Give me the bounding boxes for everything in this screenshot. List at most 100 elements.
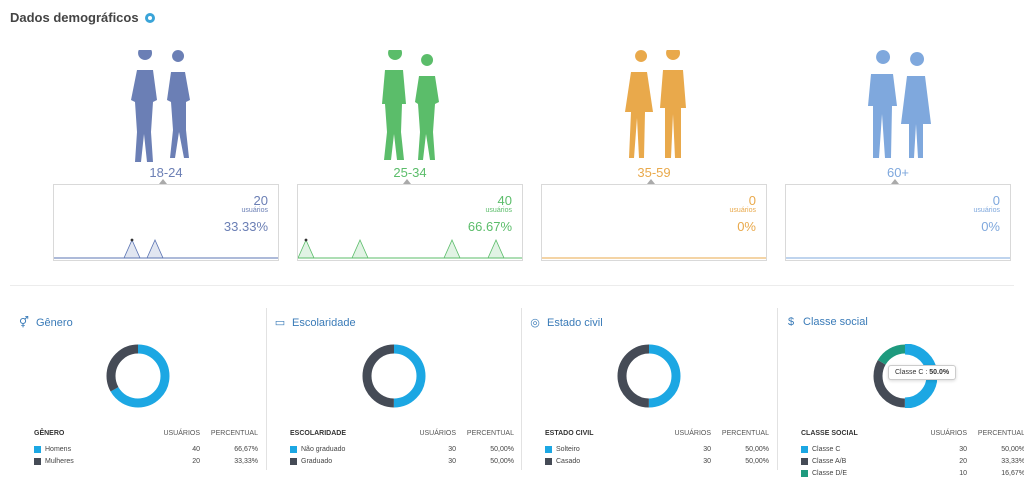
gender-icon: ⚥: [19, 317, 29, 329]
panel-rings: ◎ Estado civil ESTADO CIVIL USUÁRIOS PER…: [521, 308, 777, 483]
header-users: USUÁRIOS: [930, 430, 967, 437]
user-percent: 33.33%: [223, 219, 268, 234]
tooltip-label: Classe C :: [895, 369, 928, 376]
legend-row: Classe C 30 50,00%: [801, 443, 1024, 455]
legend-percent: 50,00%: [745, 457, 769, 465]
sparkline-point: [304, 238, 308, 242]
donut-slice: [873, 344, 937, 408]
age-stats-card: 0 usuários 0%: [785, 184, 1011, 261]
caret-icon: [647, 179, 655, 184]
donut-chart[interactable]: [362, 344, 426, 408]
legend-users: 30: [703, 457, 711, 465]
page-title: Dados demográficos: [10, 10, 155, 25]
legend-label: Mulheres: [45, 457, 74, 465]
legend-percent: 16,67%: [1001, 469, 1024, 477]
legend-header: CLASSE SOCIAL USUÁRIOS PERCENTUAL: [801, 430, 1024, 437]
legend-users: 30: [959, 445, 967, 453]
legend-percent: 50,00%: [1001, 445, 1024, 453]
legend-users: 20: [959, 457, 967, 465]
legend-percent: 50,00%: [490, 457, 514, 465]
panel-title-text: Classe social: [803, 316, 868, 328]
tooltip-value: 50.0%: [929, 369, 950, 376]
user-unit: usuários: [485, 207, 512, 214]
legend-users: 30: [448, 457, 456, 465]
age-range-label: 25-34: [393, 165, 427, 180]
user-count: 0: [748, 193, 756, 208]
header-category: ESTADO CIVIL: [545, 430, 594, 437]
panel-separator: [521, 308, 522, 470]
sparkline-chart: [786, 257, 1010, 259]
sparkline-peak: [123, 239, 141, 259]
sparkline-peak: [443, 239, 461, 259]
header-users: USUÁRIOS: [674, 430, 711, 437]
legend-row: Classe D/E 10 16,67%: [801, 467, 1024, 479]
age-range-label: 18-24: [149, 165, 183, 180]
legend-swatch: [801, 445, 808, 453]
panel-title: ◎ Estado civil: [529, 316, 603, 330]
legend-table: CLASSE SOCIAL USUÁRIOS PERCENTUAL Classe…: [801, 430, 1024, 479]
legend-row: Classe A/B 20 33,33%: [801, 455, 1024, 467]
legend-row: Solteiro 30 50,00%: [545, 443, 769, 455]
legend-swatch: [545, 445, 552, 453]
legend-swatch: [34, 445, 41, 453]
sparkline-point: [130, 238, 134, 242]
legend-percent: 33,33%: [234, 457, 258, 465]
panel-title-text: Estado civil: [547, 316, 603, 329]
legend-label: Classe A/B: [812, 457, 847, 465]
legend-table: ESCOLARIDADE USUÁRIOS PERCENTUAL Não gra…: [290, 430, 514, 467]
sparkline-chart: [542, 257, 766, 259]
user-unit: usuários: [241, 207, 268, 214]
panel-title: $ Classe social: [785, 316, 868, 328]
panel-title-text: Escolaridade: [292, 316, 356, 329]
donut-slice: [873, 344, 937, 408]
user-percent: 0%: [737, 219, 756, 234]
legend-swatch: [34, 457, 41, 465]
donut-chart[interactable]: [106, 344, 170, 408]
sparkline-chart: [54, 238, 278, 259]
panel-gender: ⚥ Gênero GÊNERO USUÁRIOS PERCENTUAL Home…: [10, 308, 266, 483]
legend-users: 30: [703, 445, 711, 453]
people-silhouette-icon: [131, 50, 190, 162]
legend-swatch: [801, 469, 808, 477]
panel-title: ▭ Escolaridade: [274, 316, 356, 330]
book-icon: ▭: [274, 317, 286, 329]
donut-chart[interactable]: [617, 344, 681, 408]
legend-percent: 50,00%: [490, 445, 514, 453]
user-percent: 0%: [981, 219, 1000, 234]
legend-label: Casado: [556, 457, 581, 465]
user-count: 20: [253, 193, 268, 208]
page-title-text: Dados demográficos: [10, 10, 139, 25]
donut-slice: [106, 344, 170, 408]
user-count: 40: [497, 193, 512, 208]
legend-users: 10: [959, 469, 967, 477]
legend-label: Homens: [45, 445, 72, 453]
header-category: ESCOLARIDADE: [290, 430, 347, 437]
panel-title: ⚥ Gênero: [18, 316, 73, 330]
section-divider: [10, 285, 1014, 286]
age-range-label: 35-59: [637, 165, 671, 180]
legend-table: ESTADO CIVIL USUÁRIOS PERCENTUAL Solteir…: [545, 430, 769, 467]
header-users: USUÁRIOS: [419, 430, 456, 437]
legend-row: Casado 30 50,00%: [545, 455, 769, 467]
legend-swatch: [290, 457, 297, 465]
age-stats-card: 0 usuários 0%: [541, 184, 767, 261]
chart-tooltip: Classe C : 50.0%: [888, 365, 957, 380]
caret-icon: [403, 179, 411, 184]
info-icon[interactable]: [144, 12, 155, 23]
legend-swatch: [290, 445, 297, 453]
people-silhouette-icon: [625, 50, 686, 158]
legend-row: Não graduado 30 50,00%: [290, 443, 514, 455]
panel-separator: [777, 308, 778, 470]
people-silhouette-icon: [868, 50, 931, 158]
age-stats-card: 20 usuários 33.33%: [53, 184, 279, 261]
legend-swatch: [545, 457, 552, 465]
legend-percent: 66,67%: [234, 445, 258, 453]
sparkline-peak: [146, 239, 164, 259]
header-category: CLASSE SOCIAL: [801, 430, 858, 437]
legend-header: ESCOLARIDADE USUÁRIOS PERCENTUAL: [290, 430, 514, 437]
legend-percent: 33,33%: [1001, 457, 1024, 465]
header-percent: PERCENTUAL: [210, 430, 258, 437]
legend-header: ESTADO CIVIL USUÁRIOS PERCENTUAL: [545, 430, 769, 437]
legend-header: GÊNERO USUÁRIOS PERCENTUAL: [34, 430, 258, 437]
legend-label: Classe D/E: [812, 469, 848, 477]
